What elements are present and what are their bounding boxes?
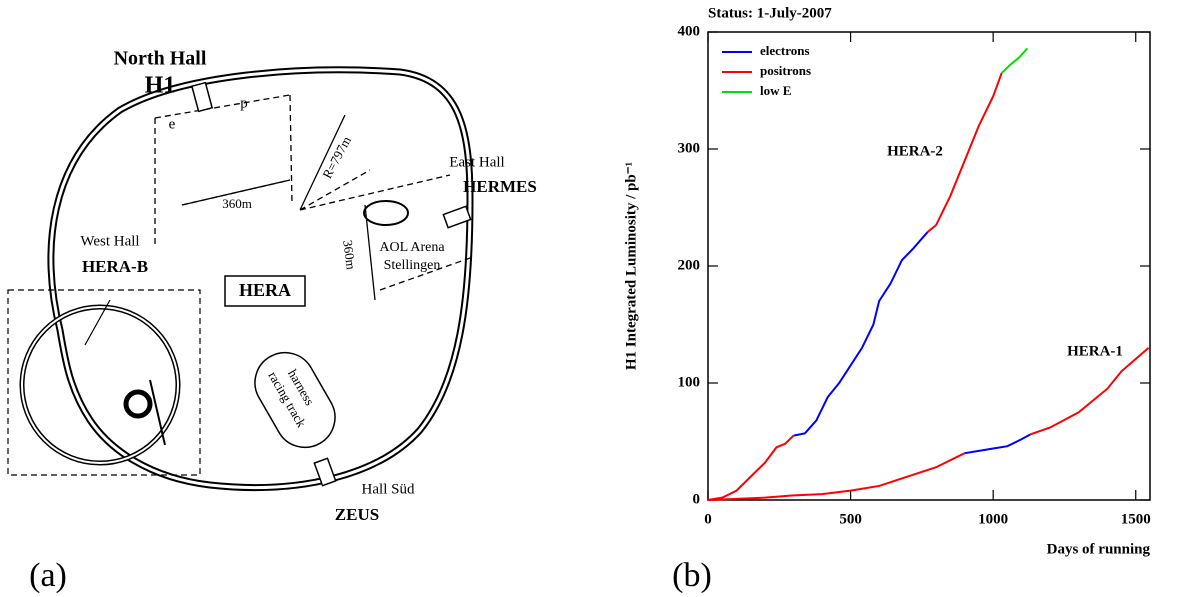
- series-line: [926, 72, 1003, 233]
- h1-detector: [190, 81, 214, 113]
- petra-ring-inner: [21, 306, 179, 464]
- x-tick-label: 0: [704, 511, 712, 527]
- label: HERMES: [463, 177, 537, 196]
- label: Hall Süd: [362, 481, 415, 497]
- hera-ring-inner: [49, 68, 472, 489]
- legend-label: electrons: [760, 43, 810, 58]
- series-line: [707, 452, 966, 501]
- label: Stellingen: [384, 258, 441, 273]
- plot-frame: [707, 31, 1151, 501]
- label: East Hall: [449, 154, 504, 170]
- label: HERA: [239, 280, 291, 300]
- label: ZEUS: [335, 505, 379, 524]
- x-tick-label: 1000: [978, 511, 1008, 527]
- annotation: HERA-2: [887, 143, 943, 159]
- dimension-arrows: [181, 114, 376, 301]
- legend-label: low E: [760, 83, 791, 98]
- label: West Hall: [80, 233, 139, 249]
- label: 360m: [222, 196, 252, 211]
- series-line: [1001, 47, 1029, 74]
- x-tick-label: 500: [839, 511, 862, 527]
- label: North Hall: [114, 48, 207, 70]
- label: HERA-B: [82, 257, 148, 276]
- label: H1: [145, 73, 176, 99]
- zeus-detector: [313, 457, 337, 487]
- hermes-detector: [442, 205, 472, 229]
- series-line: [964, 433, 1031, 455]
- label: 360m: [340, 239, 358, 270]
- panel-label: (b): [672, 557, 712, 594]
- label: p: [240, 95, 248, 111]
- pointer: [84, 299, 111, 346]
- hera-box: [224, 275, 306, 307]
- aol-arena: [363, 200, 409, 226]
- series-line: [793, 231, 929, 437]
- annotation: HERA-1: [1067, 343, 1123, 359]
- hera-diagram: [7, 66, 474, 491]
- diagram-labels: North Hall H1 e p R=797m 360m 360m East …: [29, 48, 712, 594]
- y-tick-label: 0: [693, 491, 701, 507]
- beam-line: [149, 379, 166, 446]
- x-axis-label: Days of running: [1047, 541, 1151, 557]
- y-tick-label: 100: [678, 374, 701, 390]
- x-tick-label: 1500: [1121, 511, 1151, 527]
- legend-label: positrons: [760, 63, 811, 78]
- label: e: [169, 116, 176, 132]
- chart-title: Status: 1-July-2007: [708, 5, 832, 21]
- dashed-box: [7, 289, 201, 476]
- panel-label: (a): [29, 557, 67, 594]
- label: AOL Arena: [379, 240, 445, 255]
- racing-track: [254, 351, 336, 449]
- series-line: [1029, 347, 1150, 436]
- series-line: [707, 434, 795, 501]
- y-tick-label: 300: [678, 140, 701, 156]
- hera-b-ring: [123, 389, 153, 419]
- hera-ring: [47, 66, 474, 491]
- y-axis-label: H1 Integrated Luminosity / pb⁻¹: [623, 162, 639, 370]
- y-tick-label: 200: [678, 257, 701, 273]
- y-tick-label: 400: [678, 23, 701, 39]
